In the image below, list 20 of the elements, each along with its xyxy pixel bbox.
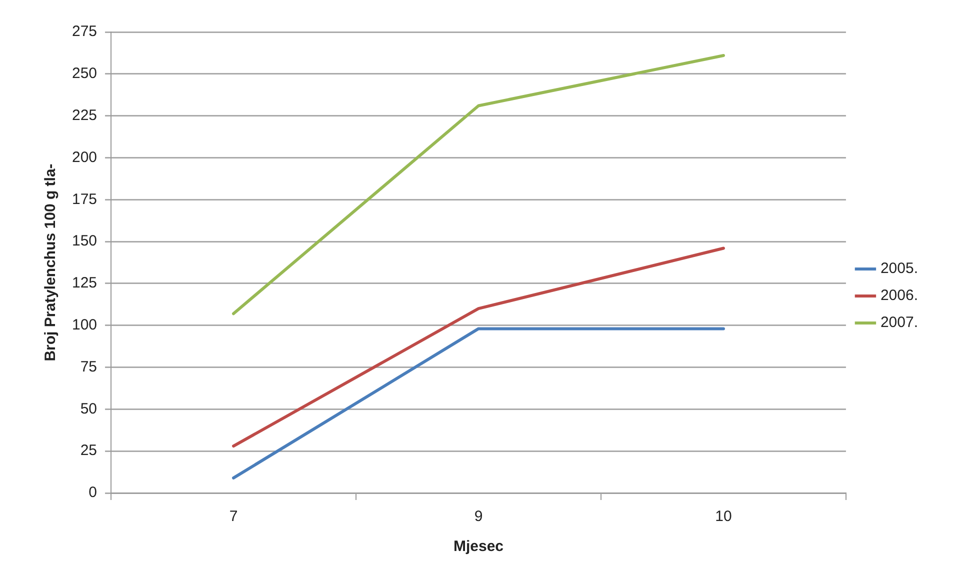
x-axis-title: Mjesec xyxy=(453,538,504,556)
y-tick-label: 100 xyxy=(72,316,98,334)
y-tick-label: 125 xyxy=(72,274,98,292)
x-tick-label: 7 xyxy=(229,508,238,526)
y-tick-label: 225 xyxy=(72,106,98,124)
x-tick-label: 9 xyxy=(474,508,483,526)
x-tick-label: 10 xyxy=(715,508,732,526)
y-tick-label: 250 xyxy=(72,65,98,82)
y-tick-label: 0 xyxy=(88,484,98,502)
legend-label: 2005. xyxy=(880,260,918,278)
y-tick-label: 175 xyxy=(72,190,98,208)
y-tick-label: 75 xyxy=(80,358,98,376)
y-tick-label: 200 xyxy=(72,148,98,166)
y-tick-label: 150 xyxy=(72,232,98,250)
legend-label: 2007. xyxy=(880,314,918,332)
legend-label: 2006. xyxy=(880,287,918,304)
y-tick-label: 25 xyxy=(80,442,98,460)
y-axis-title: Broj Pratylenchus 100 g tla- xyxy=(42,164,60,362)
y-tick-label: 50 xyxy=(80,400,98,418)
y-tick-label: 275 xyxy=(72,23,98,40)
